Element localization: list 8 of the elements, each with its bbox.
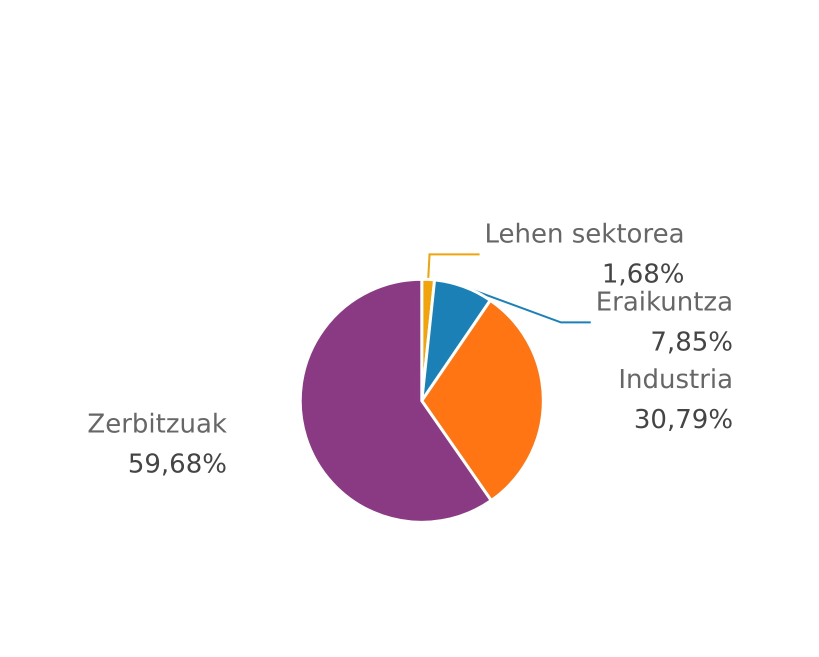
data-label: 59,68%	[128, 450, 227, 480]
data-label: 1,68%	[602, 259, 685, 290]
slice-label: Zerbitzuak	[87, 410, 227, 440]
data-label: 7,85%	[650, 327, 734, 358]
slice-label: Industria	[618, 365, 734, 396]
data-label: 30,79%	[634, 405, 734, 436]
slice-label: Eraikuntza	[596, 287, 734, 318]
slice-label: Lehen sektorea	[484, 219, 685, 250]
